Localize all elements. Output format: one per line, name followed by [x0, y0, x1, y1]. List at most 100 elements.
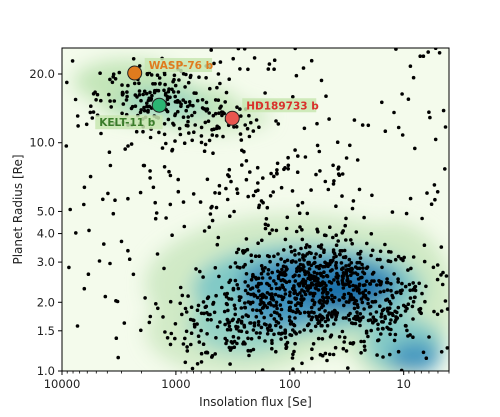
planet-point — [349, 294, 354, 299]
highlighted-planet-marker — [127, 65, 143, 81]
planet-point — [228, 214, 232, 218]
planet-point — [313, 324, 318, 329]
planet-point — [233, 306, 237, 311]
planet-point — [428, 115, 432, 120]
planet-point — [200, 98, 205, 102]
highlighted-planets: WASP-76 b KELT-11 b HD189733 b — [95, 58, 319, 130]
planet-point — [279, 185, 284, 190]
planet-point — [375, 257, 380, 262]
planet-point — [192, 91, 196, 95]
planet-point — [278, 303, 283, 307]
planet-point — [307, 314, 311, 318]
planet-point — [402, 255, 407, 260]
planet-point — [246, 194, 250, 199]
planet-point — [227, 320, 232, 325]
planet-point — [141, 129, 145, 134]
planet-point — [320, 337, 325, 341]
planet-point — [370, 193, 374, 198]
planet-point — [280, 267, 284, 272]
planet-point — [319, 246, 323, 250]
planet-point — [70, 59, 75, 63]
planet-point — [165, 336, 170, 340]
planet-point — [218, 60, 223, 64]
planet-point — [119, 239, 124, 244]
planet-point — [120, 83, 124, 87]
planet-point — [269, 328, 274, 333]
planet-point — [275, 262, 280, 267]
planet-point — [182, 141, 187, 145]
planet-point — [296, 203, 300, 208]
planet-point — [337, 298, 342, 302]
planet-point — [265, 205, 270, 210]
planet-point — [309, 283, 314, 287]
planet-point — [323, 351, 328, 356]
planet-point — [300, 237, 305, 242]
planet-point — [383, 242, 387, 247]
planet-point — [435, 263, 440, 267]
planet-point — [349, 321, 354, 325]
planet-point — [392, 110, 396, 115]
planet-point — [301, 253, 305, 257]
planet-point — [279, 337, 283, 341]
planet-point — [327, 117, 331, 121]
planet-point — [332, 322, 336, 326]
planet-point — [330, 293, 334, 298]
planet-point — [353, 271, 358, 275]
planet-point — [235, 283, 239, 287]
planet-point — [309, 329, 313, 333]
planet-point — [209, 318, 213, 322]
planet-point — [242, 48, 247, 51]
planet-point — [142, 89, 147, 94]
planet-point — [64, 144, 69, 148]
planet-point — [294, 229, 299, 234]
planet-point — [276, 122, 281, 126]
planet-point — [297, 258, 302, 262]
planet-point — [423, 299, 427, 304]
planet-point — [239, 295, 243, 300]
planet-point — [157, 130, 161, 135]
planet-point — [202, 229, 207, 233]
planet-point — [362, 344, 367, 349]
planet-point — [282, 248, 286, 252]
planet-point — [203, 107, 208, 111]
planet-point — [86, 272, 91, 277]
planet-point — [378, 282, 383, 287]
planet-point — [322, 233, 327, 237]
planet-point — [150, 93, 154, 98]
planet-point — [199, 134, 204, 138]
planet-point — [348, 143, 352, 148]
planet-point — [334, 263, 338, 268]
planet-point — [172, 73, 177, 78]
planet-point — [162, 122, 167, 126]
x-axis-ticks: 10000 1000 100 10 — [44, 371, 450, 391]
planet-point — [315, 227, 319, 232]
planet-point — [313, 275, 318, 280]
planet-point — [199, 328, 203, 333]
planet-point — [389, 288, 393, 293]
planet-point — [253, 189, 258, 194]
planet-point — [433, 137, 438, 142]
planet-point — [76, 124, 80, 128]
planet-point — [396, 254, 401, 259]
planet-point — [298, 311, 303, 316]
planet-point — [255, 165, 260, 170]
planet-point — [208, 86, 212, 91]
planet-point — [207, 225, 211, 229]
planet-point — [318, 254, 323, 258]
planet-point — [218, 106, 222, 110]
planet-point — [388, 321, 392, 326]
annotation-label: WASP-76 b — [149, 60, 214, 72]
planet-point — [293, 148, 297, 152]
planet-point — [443, 299, 448, 303]
planet-point — [283, 331, 288, 335]
planet-point — [255, 181, 260, 185]
planet-point — [380, 100, 384, 105]
planet-point — [120, 111, 124, 116]
planet-point — [145, 101, 149, 105]
planet-point — [349, 261, 354, 265]
planet-point — [254, 331, 259, 335]
planet-point — [417, 281, 422, 286]
planet-point — [315, 316, 319, 320]
planet-point — [313, 279, 318, 283]
y-tick-label: 5.0 — [37, 204, 55, 218]
